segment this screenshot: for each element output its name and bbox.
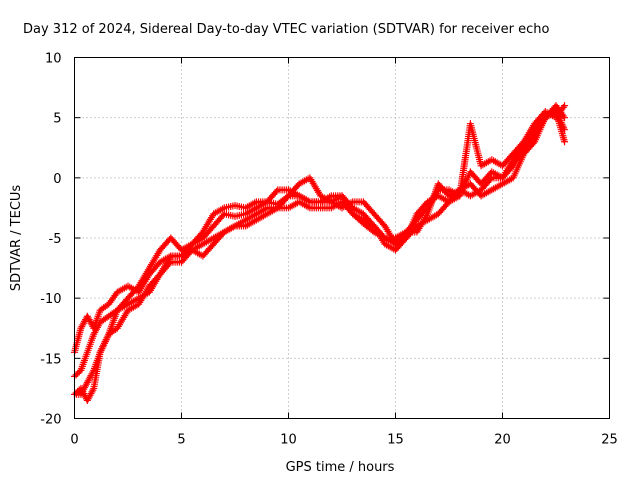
y-tick-label: -5 <box>49 232 62 247</box>
data-point <box>272 187 280 195</box>
data-point <box>89 368 97 376</box>
gridlines <box>74 57 610 419</box>
y-tick-label: -10 <box>40 292 61 307</box>
y-tick-label: 0 <box>53 172 61 187</box>
series-track-1 <box>71 108 569 356</box>
x-tick-label: 25 <box>601 433 618 448</box>
x-axis-label: GPS time / hours <box>286 460 395 475</box>
x-tick-label: 20 <box>494 433 511 448</box>
x-tick-label: 15 <box>387 433 404 448</box>
series-line <box>73 110 566 353</box>
data-point <box>559 103 567 111</box>
series-track-4 <box>71 102 569 404</box>
data-point <box>559 112 567 120</box>
data-point <box>72 371 80 379</box>
x-tick-label: 0 <box>70 433 78 448</box>
series-layer <box>71 102 569 404</box>
y-axis-label: SDTVAR / TECUs <box>9 185 24 292</box>
series-line <box>74 110 566 396</box>
data-point <box>529 139 537 147</box>
data-point <box>379 232 387 240</box>
y-tick-label: 10 <box>45 52 62 67</box>
chart-title: Day 312 of 2024, Sidereal Day-to-day VTE… <box>23 22 550 37</box>
data-point <box>561 102 569 110</box>
data-point <box>75 368 83 376</box>
axis-ticks: 0 5 10 15 20 25 -20 -15 -10 -5 0 5 10 <box>40 52 618 448</box>
y-tick-label: 5 <box>53 112 61 127</box>
y-tick-label: -20 <box>40 413 61 428</box>
series-track-2 <box>71 102 569 380</box>
data-point <box>74 369 82 377</box>
y-tick-label: -15 <box>40 352 61 367</box>
data-point <box>561 114 569 122</box>
series-track-3 <box>71 108 569 398</box>
data-point <box>72 389 80 397</box>
data-point <box>486 175 494 183</box>
data-point <box>283 193 291 201</box>
x-tick-label: 5 <box>177 433 185 448</box>
data-point <box>561 138 569 146</box>
series-line <box>73 104 566 378</box>
x-tick-label: 10 <box>280 433 297 448</box>
series-line <box>73 104 566 402</box>
data-point <box>89 386 97 394</box>
